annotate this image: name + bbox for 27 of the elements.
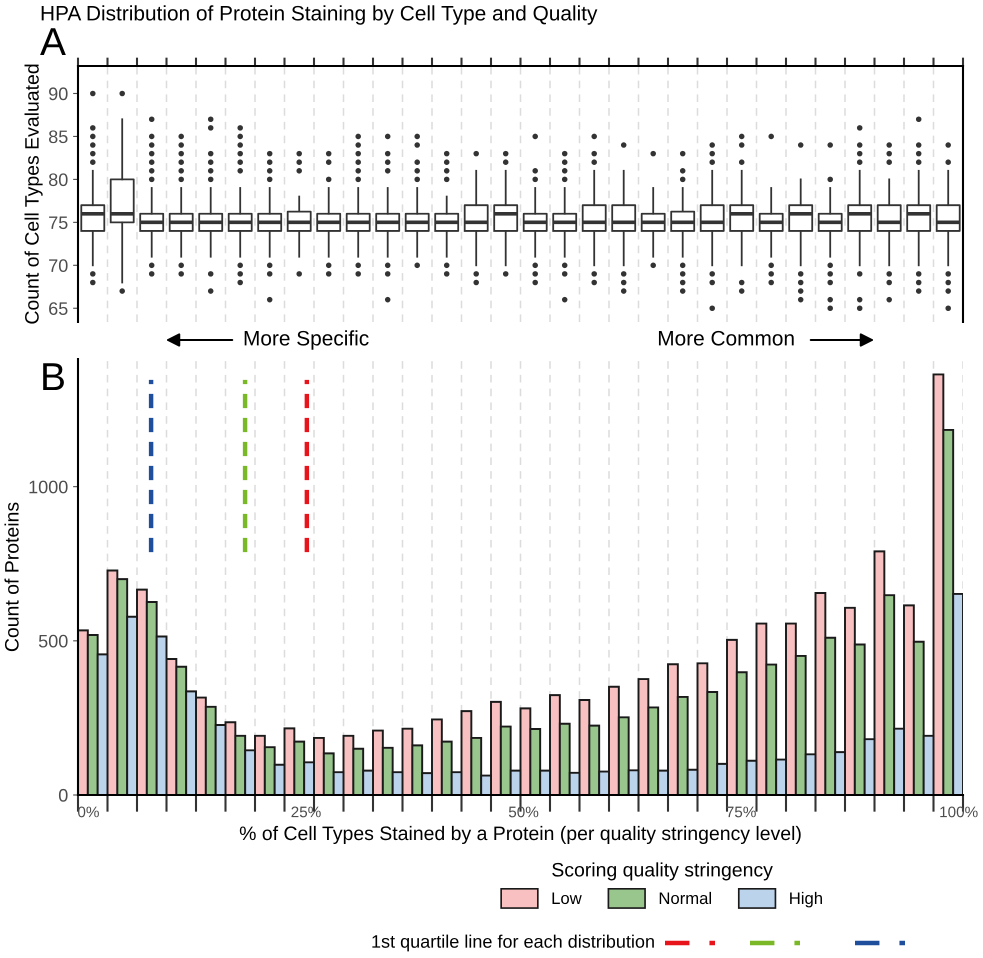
y-tick-label: 1000 bbox=[29, 480, 68, 494]
x-tick-label: 25% bbox=[291, 806, 321, 818]
x-axis-title: % of Cell Types Stained by a Protein (per quality stringency level) bbox=[240, 826, 801, 844]
text: More Common bbox=[658, 330, 794, 346]
text: More Specific bbox=[244, 330, 369, 350]
y-tick-label: 0 bbox=[58, 788, 68, 802]
x-tick-label: 100% bbox=[940, 806, 978, 818]
y-tick-label: 70 bbox=[49, 259, 68, 272]
chart-title: HPA Distribution of Protein Staining by Cell Type and Quality bbox=[42, 5, 598, 25]
x-tick-label: 0% bbox=[78, 806, 99, 818]
x-tick-label: 50% bbox=[508, 806, 538, 818]
y-axis-title: Count of Cell Types Evaluated bbox=[24, 64, 43, 324]
legend-label: Low bbox=[552, 892, 582, 904]
text: B bbox=[43, 363, 64, 390]
text: A bbox=[40, 28, 66, 56]
legend-title: Scoring quality stringency bbox=[552, 862, 773, 880]
text: 1st quartile line for each distribution bbox=[372, 934, 654, 952]
y-tick-label: 75 bbox=[49, 216, 68, 230]
y-tick-label: 80 bbox=[48, 173, 68, 186]
y-tick-label: 90 bbox=[49, 87, 68, 100]
y-tick-label: 85 bbox=[48, 130, 68, 144]
y-tick-label: 500 bbox=[38, 634, 68, 648]
x-tick-label: 75% bbox=[726, 806, 756, 818]
y-axis-title: Count of Proteins bbox=[4, 502, 19, 652]
y-tick-label: 65 bbox=[49, 302, 68, 315]
legend-label: High bbox=[790, 892, 822, 908]
legend-label: Normal bbox=[660, 892, 711, 904]
